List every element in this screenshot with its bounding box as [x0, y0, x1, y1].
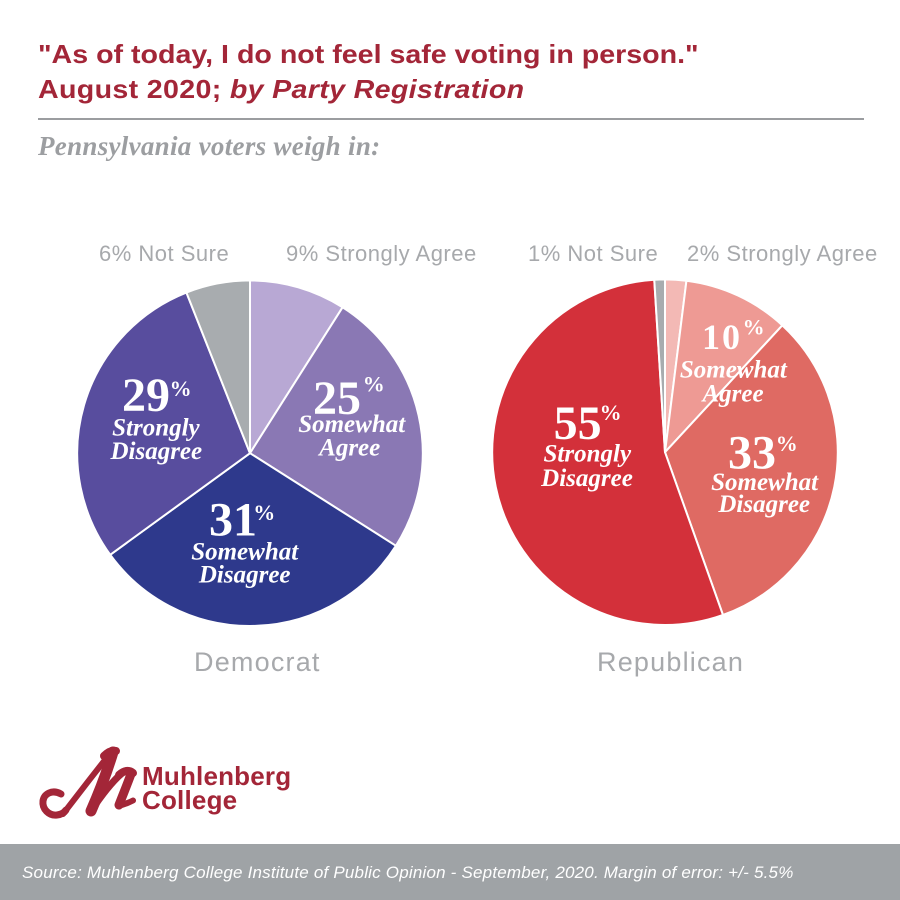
svg-text:Disagree: Disagree [109, 438, 202, 465]
svg-text:Somewhat: Somewhat [680, 356, 788, 383]
svg-text:Strongly: Strongly [544, 441, 632, 468]
svg-text:%: % [363, 371, 385, 396]
svg-text:%: % [743, 315, 765, 340]
svg-text:Agree: Agree [700, 380, 763, 407]
svg-text:Somewhat: Somewhat [711, 469, 819, 496]
svg-text:29: 29 [122, 369, 170, 422]
svg-text:31: 31 [209, 494, 257, 547]
svg-text:10: 10 [702, 317, 742, 357]
svg-text:%: % [776, 431, 798, 456]
svg-text:25: 25 [313, 372, 361, 425]
svg-text:Agree: Agree [317, 434, 380, 461]
svg-text:Strongly: Strongly [112, 414, 200, 441]
svg-text:Disagree: Disagree [717, 491, 810, 518]
svg-text:%: % [170, 376, 192, 401]
svg-text:Somewhat: Somewhat [298, 411, 406, 438]
svg-text:%: % [600, 400, 622, 425]
svg-text:Somewhat: Somewhat [191, 539, 299, 566]
svg-text:Disagree: Disagree [540, 465, 633, 492]
svg-text:55: 55 [554, 397, 602, 450]
svg-text:%: % [253, 500, 275, 525]
svg-text:33: 33 [728, 427, 776, 480]
svg-text:Disagree: Disagree [198, 562, 291, 589]
